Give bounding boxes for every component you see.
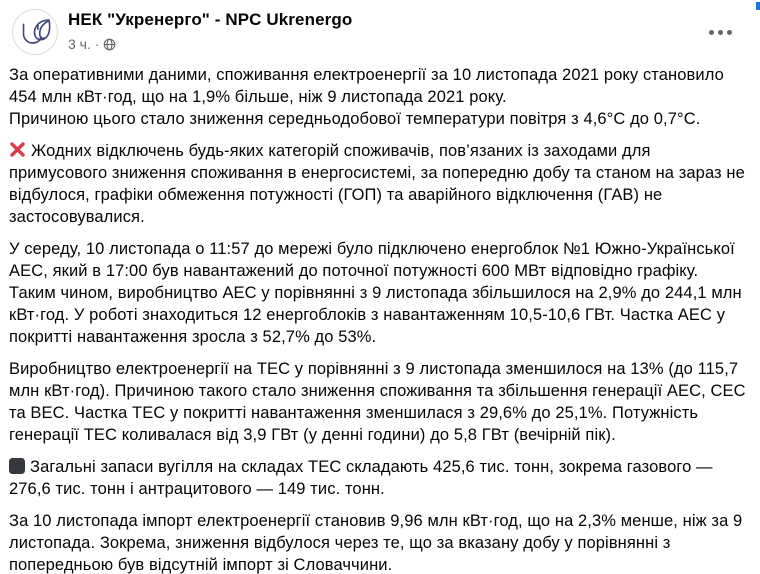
- red-cross-mark-icon: [9, 141, 26, 158]
- post-paragraph: У середу, 10 листопада о 11:57 до мережі…: [9, 238, 750, 348]
- paragraph-text: Жодних відключень будь-яких категорій сп…: [9, 142, 750, 226]
- paragraph-text: Виробництво електроенергії на ТЕС у порі…: [9, 360, 751, 444]
- post-paragraph: Виробництво електроенергії на ТЕС у порі…: [9, 358, 750, 446]
- post-paragraph: За оперативними даними, споживання елект…: [9, 64, 750, 130]
- post-text: За оперативними даними, споживання елект…: [0, 62, 760, 574]
- meta-separator: ·: [94, 36, 100, 52]
- avatar[interactable]: [12, 9, 58, 55]
- timestamp[interactable]: 3 ч.: [68, 36, 91, 52]
- cutoff-blue-element: [756, 2, 760, 10]
- paragraph-text: У середу, 10 листопада о 11:57 до мережі…: [9, 240, 747, 346]
- globe-public-icon: [103, 38, 116, 51]
- black-square-icon: [9, 458, 25, 474]
- ellipsis-icon: [708, 29, 714, 35]
- page-name-link[interactable]: НЕК "Укренерго" - NPC Ukrenergo: [68, 10, 353, 29]
- paragraph-text: За оперативними даними, споживання елект…: [9, 66, 724, 128]
- paragraph-text: Загальні запаси вугілля на складах ТЕС с…: [9, 458, 718, 498]
- paragraph-text: За 10 листопада імпорт електроенергії ст…: [9, 512, 748, 574]
- post-meta[interactable]: 3 ч. ·: [68, 36, 352, 52]
- post-paragraph: Загальні запаси вугілля на складах ТЕС с…: [9, 456, 750, 500]
- post-paragraph: За 10 листопада імпорт електроенергії ст…: [9, 510, 750, 574]
- header-text: НЕК "Укренерго" - NPC Ukrenergo 3 ч. ·: [68, 10, 352, 52]
- ukrenergo-logo-icon: [13, 10, 57, 54]
- post-header: НЕК "Укренерго" - NPC Ukrenergo 3 ч. ·: [0, 0, 760, 62]
- more-options-button[interactable]: [702, 22, 738, 42]
- post-paragraph: Жодних відключень будь-яких категорій сп…: [9, 140, 750, 228]
